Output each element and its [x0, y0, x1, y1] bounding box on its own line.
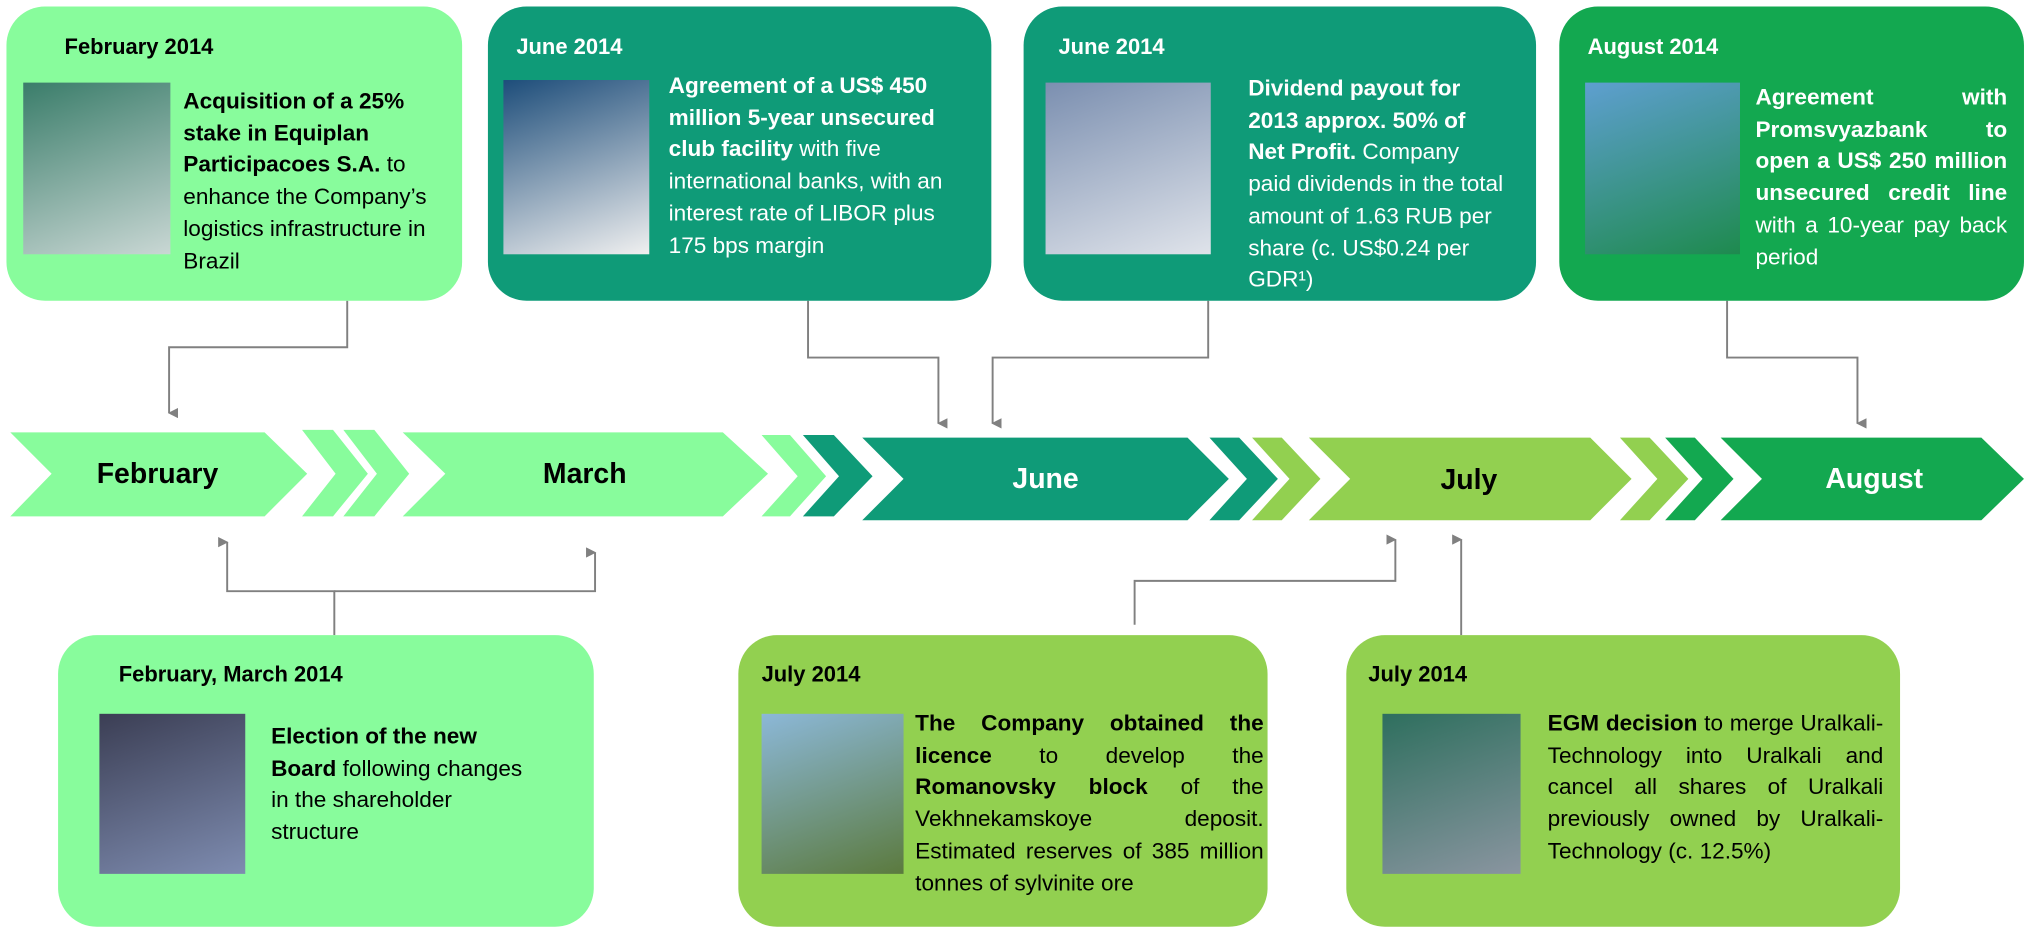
event-text: Acquisition of a 25% stake in Equiplan P…	[183, 85, 448, 276]
event-photo	[23, 83, 170, 255]
event-text: Election of the new Board following chan…	[271, 720, 529, 848]
text-run: Romanovsky block	[915, 774, 1148, 800]
month-label: July	[1441, 463, 1498, 497]
page: {"timeline":{"months":["February","March…	[0, 0, 2024, 927]
text-run: to develop the	[992, 742, 1264, 768]
event-date: February, March 2014	[119, 662, 343, 688]
event-date: June 2014	[516, 35, 622, 61]
text-run: Acquisition of a 25% stake in Equiplan P…	[183, 88, 404, 178]
event-text: Agreement with Promsvyazbank to open a U…	[1755, 81, 2007, 272]
event-photo	[503, 80, 649, 254]
event-date: June 2014	[1058, 35, 1164, 61]
text-run: Agreement with Promsvyazbank to open a U…	[1755, 84, 2007, 205]
month-label: February	[97, 457, 219, 491]
event-date: August 2014	[1588, 35, 1718, 61]
event-date: July 2014	[1368, 662, 1467, 688]
event-date: July 2014	[762, 662, 861, 688]
event-photo	[99, 714, 245, 874]
month-label: August	[1825, 462, 1923, 496]
month-label: March	[543, 457, 627, 491]
event-photo	[1046, 83, 1211, 255]
text-run: EGM decision	[1548, 710, 1698, 736]
month-label: June	[1012, 462, 1078, 496]
event-photo	[1382, 714, 1520, 874]
timeline-diagram: February March June July August February 2014…	[0, 0, 2024, 927]
text-run: with a 10-year pay back period	[1755, 211, 2007, 269]
event-photo	[762, 714, 904, 874]
event-text: EGM decision to merge Uralkali-Technolog…	[1548, 707, 1884, 866]
event-text: Agreement of a US$ 450 million 5-year un…	[669, 70, 979, 261]
event-date: February 2014	[65, 35, 214, 61]
event-photo	[1585, 83, 1740, 255]
event-text: The Company obtained the licence to deve…	[915, 707, 1264, 898]
event-text: Dividend payout for 2013 approx. 50% of …	[1248, 72, 1506, 295]
